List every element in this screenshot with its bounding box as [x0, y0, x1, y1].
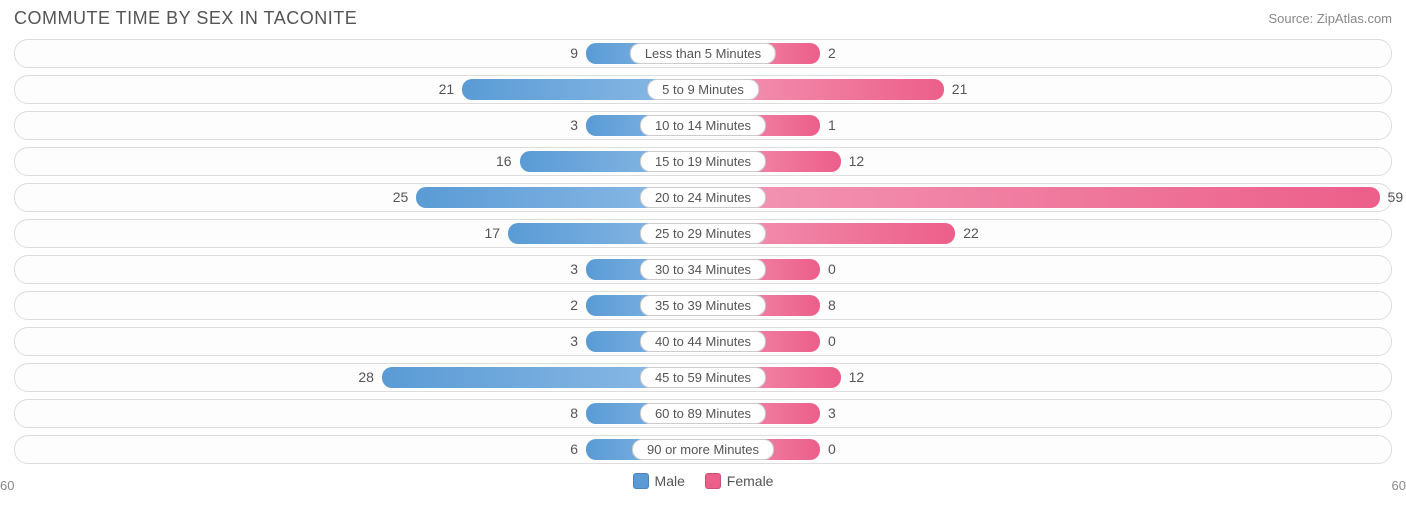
value-label-male: 2 [570, 292, 578, 319]
value-label-female: 3 [828, 400, 836, 427]
chart-title: COMMUTE TIME BY SEX IN TACONITE [14, 8, 357, 29]
chart-area: Less than 5 Minutes925 to 9 Minutes21211… [0, 35, 1406, 464]
category-pill: 15 to 19 Minutes [640, 151, 766, 172]
chart-row: 45 to 59 Minutes 28 12 [14, 363, 1392, 392]
chart-source: Source: ZipAtlas.com [1268, 11, 1392, 26]
axis-max-left: 60 [0, 478, 14, 493]
chart-row: 30 to 34 Minutes 3 0 [14, 255, 1392, 284]
legend-item-male: Male [633, 473, 685, 489]
chart-row: 10 to 14 Minutes 3 1 [14, 111, 1392, 140]
value-label-male: 17 [485, 220, 501, 247]
value-label-male: 8 [570, 400, 578, 427]
chart-row: Less than 5 Minutes 9 2 [14, 39, 1392, 68]
chart-row: 15 to 19 Minutes 16 12 [14, 147, 1392, 176]
category-pill: 40 to 44 Minutes [640, 331, 766, 352]
category-pill: 45 to 59 Minutes [640, 367, 766, 388]
category-pill: 5 to 9 Minutes [647, 79, 759, 100]
value-label-male: 6 [570, 436, 578, 463]
chart-row: 20 to 24 Minutes2559 [14, 183, 1392, 212]
category-pill: 60 to 89 Minutes [640, 403, 766, 424]
category-pill: 20 to 24 Minutes [640, 187, 766, 208]
value-label-male: 9 [570, 40, 578, 67]
axis-max-right: 60 [1392, 478, 1406, 493]
value-label-female: 0 [828, 328, 836, 355]
chart-row: 40 to 44 Minutes 3 0 [14, 327, 1392, 356]
chart-header: COMMUTE TIME BY SEX IN TACONITE Source: … [0, 0, 1406, 35]
legend-swatch-female [705, 473, 721, 489]
value-label-male: 21 [439, 76, 455, 103]
value-label-male: 3 [570, 112, 578, 139]
chart-row: 90 or more Minutes 6 0 [14, 435, 1392, 464]
category-pill: 90 or more Minutes [632, 439, 774, 460]
legend-label-female: Female [727, 473, 774, 489]
category-pill: 35 to 39 Minutes [640, 295, 766, 316]
value-label-male: 28 [358, 364, 374, 391]
value-label-male: 16 [496, 148, 512, 175]
value-label-female: 1 [828, 112, 836, 139]
value-label-female: 12 [849, 148, 865, 175]
chart-row: 35 to 39 Minutes 2 8 [14, 291, 1392, 320]
chart-footer: Male Female 60 60 [0, 471, 1406, 493]
legend-item-female: Female [705, 473, 774, 489]
value-label-female: 59 [1388, 184, 1404, 211]
chart-row: 5 to 9 Minutes 21 21 [14, 75, 1392, 104]
category-pill: Less than 5 Minutes [630, 43, 776, 64]
legend-label-male: Male [655, 473, 685, 489]
category-pill: 25 to 29 Minutes [640, 223, 766, 244]
legend-swatch-male [633, 473, 649, 489]
value-label-female: 12 [849, 364, 865, 391]
legend: Male Female [14, 471, 1392, 492]
value-label-female: 22 [963, 220, 979, 247]
bar-female [703, 187, 1380, 208]
value-label-male: 3 [570, 328, 578, 355]
value-label-male: 25 [393, 184, 409, 211]
value-label-female: 8 [828, 292, 836, 319]
value-label-female: 21 [952, 76, 968, 103]
chart-row: 60 to 89 Minutes 8 3 [14, 399, 1392, 428]
value-label-male: 3 [570, 256, 578, 283]
category-pill: 30 to 34 Minutes [640, 259, 766, 280]
value-label-female: 0 [828, 256, 836, 283]
value-label-female: 2 [828, 40, 836, 67]
value-label-female: 0 [828, 436, 836, 463]
category-pill: 10 to 14 Minutes [640, 115, 766, 136]
chart-row: 25 to 29 Minutes 17 22 [14, 219, 1392, 248]
